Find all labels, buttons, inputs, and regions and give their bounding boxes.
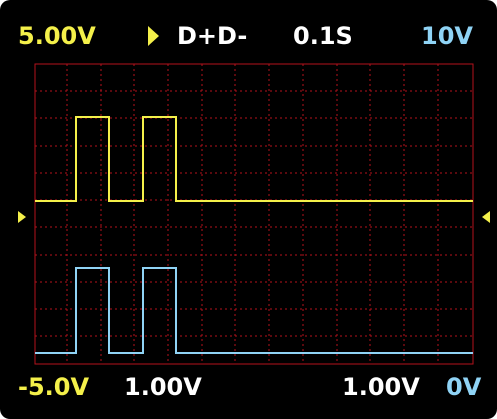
ch2-offset-top-label: 10V (421, 22, 473, 50)
ch1-trace (35, 116, 473, 202)
play-triangle-icon (148, 26, 159, 46)
ch2-offset-label: 0V (446, 373, 482, 401)
right-triangle-icon[interactable] (482, 211, 490, 223)
ch1-volts-div-label: 1.00V (124, 373, 202, 401)
ch2-volts-div-label: 1.00V (342, 373, 420, 401)
left-triangle-icon[interactable] (18, 211, 26, 223)
channel-mode-label: D+D- (177, 22, 248, 50)
ch1-offset-label: -5.0V (18, 373, 90, 401)
ch2-trace (35, 267, 473, 354)
ch1-scale-label: 5.00V (18, 22, 96, 50)
timebase-label: 0.1S (293, 22, 353, 50)
grid (34, 63, 474, 365)
